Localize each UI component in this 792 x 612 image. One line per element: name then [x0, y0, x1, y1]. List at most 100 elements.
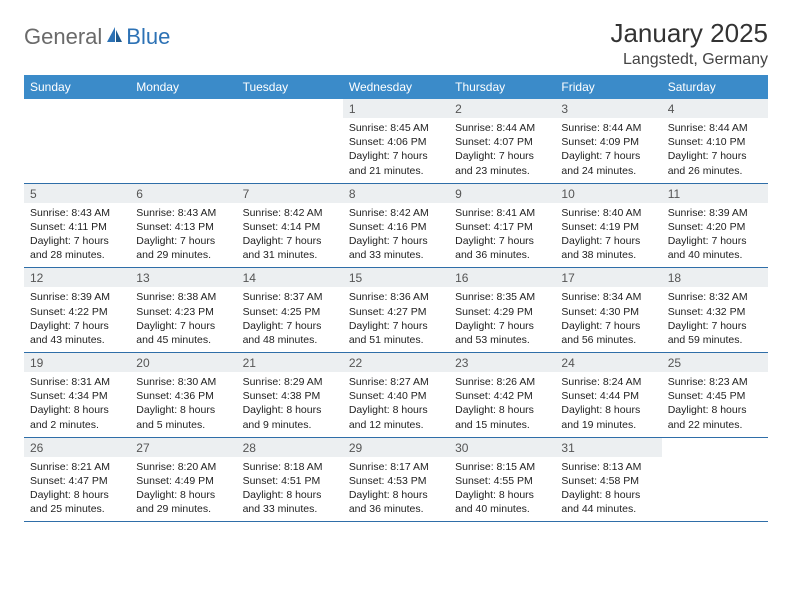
- sunrise-text: Sunrise: 8:41 AM: [455, 206, 549, 220]
- day-number: 20: [130, 353, 236, 372]
- month-title: January 2025: [610, 18, 768, 49]
- sunset-text: Sunset: 4:25 PM: [243, 305, 337, 319]
- daylight-text: Daylight: 7 hours and 56 minutes.: [561, 319, 655, 347]
- day-detail: Sunrise: 8:35 AMSunset: 4:29 PMDaylight:…: [449, 287, 555, 352]
- calendar-cell: 7Sunrise: 8:42 AMSunset: 4:14 PMDaylight…: [237, 183, 343, 268]
- day-number: 10: [555, 184, 661, 203]
- daylight-text: Daylight: 7 hours and 51 minutes.: [349, 319, 443, 347]
- sunrise-text: Sunrise: 8:43 AM: [30, 206, 124, 220]
- sunset-text: Sunset: 4:23 PM: [136, 305, 230, 319]
- day-detail: Sunrise: 8:15 AMSunset: 4:55 PMDaylight:…: [449, 457, 555, 522]
- calendar-cell: 14Sunrise: 8:37 AMSunset: 4:25 PMDayligh…: [237, 268, 343, 353]
- day-number: 24: [555, 353, 661, 372]
- calendar-cell: 31Sunrise: 8:13 AMSunset: 4:58 PMDayligh…: [555, 437, 661, 522]
- sunrise-text: Sunrise: 8:21 AM: [30, 460, 124, 474]
- day-header-tuesday: Tuesday: [237, 75, 343, 99]
- calendar-week: 26Sunrise: 8:21 AMSunset: 4:47 PMDayligh…: [24, 437, 768, 522]
- daylight-text: Daylight: 8 hours and 15 minutes.: [455, 403, 549, 431]
- day-number: 13: [130, 268, 236, 287]
- sunrise-text: Sunrise: 8:23 AM: [668, 375, 762, 389]
- day-header-wednesday: Wednesday: [343, 75, 449, 99]
- calendar-cell: 3Sunrise: 8:44 AMSunset: 4:09 PMDaylight…: [555, 99, 661, 183]
- sunrise-text: Sunrise: 8:15 AM: [455, 460, 549, 474]
- day-number: 26: [24, 438, 130, 457]
- daylight-text: Daylight: 7 hours and 45 minutes.: [136, 319, 230, 347]
- calendar-cell: 30Sunrise: 8:15 AMSunset: 4:55 PMDayligh…: [449, 437, 555, 522]
- sunrise-text: Sunrise: 8:44 AM: [455, 121, 549, 135]
- day-detail: Sunrise: 8:13 AMSunset: 4:58 PMDaylight:…: [555, 457, 661, 522]
- calendar-week: 19Sunrise: 8:31 AMSunset: 4:34 PMDayligh…: [24, 353, 768, 438]
- day-number: 27: [130, 438, 236, 457]
- day-number: 8: [343, 184, 449, 203]
- sunrise-text: Sunrise: 8:45 AM: [349, 121, 443, 135]
- daylight-text: Daylight: 7 hours and 40 minutes.: [668, 234, 762, 262]
- day-detail: Sunrise: 8:45 AMSunset: 4:06 PMDaylight:…: [343, 118, 449, 183]
- day-detail: Sunrise: 8:34 AMSunset: 4:30 PMDaylight:…: [555, 287, 661, 352]
- sunrise-text: Sunrise: 8:39 AM: [668, 206, 762, 220]
- day-detail: Sunrise: 8:37 AMSunset: 4:25 PMDaylight:…: [237, 287, 343, 352]
- sunset-text: Sunset: 4:20 PM: [668, 220, 762, 234]
- daylight-text: Daylight: 7 hours and 38 minutes.: [561, 234, 655, 262]
- sunrise-text: Sunrise: 8:44 AM: [561, 121, 655, 135]
- day-header-sunday: Sunday: [24, 75, 130, 99]
- sunset-text: Sunset: 4:14 PM: [243, 220, 337, 234]
- sunrise-text: Sunrise: 8:37 AM: [243, 290, 337, 304]
- sunset-text: Sunset: 4:34 PM: [30, 389, 124, 403]
- day-number: 9: [449, 184, 555, 203]
- sunrise-text: Sunrise: 8:40 AM: [561, 206, 655, 220]
- day-number: 19: [24, 353, 130, 372]
- day-detail: Sunrise: 8:44 AMSunset: 4:10 PMDaylight:…: [662, 118, 768, 183]
- daylight-text: Daylight: 7 hours and 31 minutes.: [243, 234, 337, 262]
- sunset-text: Sunset: 4:13 PM: [136, 220, 230, 234]
- daylight-text: Daylight: 8 hours and 19 minutes.: [561, 403, 655, 431]
- calendar-grid: SundayMondayTuesdayWednesdayThursdayFrid…: [24, 75, 768, 522]
- day-header-monday: Monday: [130, 75, 236, 99]
- sunset-text: Sunset: 4:10 PM: [668, 135, 762, 149]
- day-number: 3: [555, 99, 661, 118]
- calendar-cell: 22Sunrise: 8:27 AMSunset: 4:40 PMDayligh…: [343, 353, 449, 438]
- daylight-text: Daylight: 7 hours and 53 minutes.: [455, 319, 549, 347]
- calendar-page: General Blue January 2025 Langstedt, Ger…: [0, 0, 792, 532]
- calendar-cell: 20Sunrise: 8:30 AMSunset: 4:36 PMDayligh…: [130, 353, 236, 438]
- calendar-cell: 10Sunrise: 8:40 AMSunset: 4:19 PMDayligh…: [555, 183, 661, 268]
- day-detail: Sunrise: 8:20 AMSunset: 4:49 PMDaylight:…: [130, 457, 236, 522]
- day-detail: [130, 118, 236, 170]
- daylight-text: Daylight: 7 hours and 59 minutes.: [668, 319, 762, 347]
- daylight-text: Daylight: 7 hours and 23 minutes.: [455, 149, 549, 177]
- sunset-text: Sunset: 4:07 PM: [455, 135, 549, 149]
- sunrise-text: Sunrise: 8:30 AM: [136, 375, 230, 389]
- calendar-cell: 21Sunrise: 8:29 AMSunset: 4:38 PMDayligh…: [237, 353, 343, 438]
- sunset-text: Sunset: 4:42 PM: [455, 389, 549, 403]
- sunset-text: Sunset: 4:55 PM: [455, 474, 549, 488]
- day-number: 7: [237, 184, 343, 203]
- calendar-cell-empty: .: [24, 99, 130, 183]
- sunset-text: Sunset: 4:47 PM: [30, 474, 124, 488]
- day-header-thursday: Thursday: [449, 75, 555, 99]
- sunset-text: Sunset: 4:58 PM: [561, 474, 655, 488]
- daylight-text: Daylight: 7 hours and 21 minutes.: [349, 149, 443, 177]
- location: Langstedt, Germany: [610, 51, 768, 69]
- daylight-text: Daylight: 7 hours and 48 minutes.: [243, 319, 337, 347]
- calendar-cell-empty: .: [237, 99, 343, 183]
- sunset-text: Sunset: 4:36 PM: [136, 389, 230, 403]
- header: General Blue January 2025 Langstedt, Ger…: [24, 18, 768, 69]
- calendar-cell: 18Sunrise: 8:32 AMSunset: 4:32 PMDayligh…: [662, 268, 768, 353]
- day-number: 25: [662, 353, 768, 372]
- sunset-text: Sunset: 4:22 PM: [30, 305, 124, 319]
- calendar-body: ...1Sunrise: 8:45 AMSunset: 4:06 PMDayli…: [24, 99, 768, 522]
- calendar-week: ...1Sunrise: 8:45 AMSunset: 4:06 PMDayli…: [24, 99, 768, 183]
- sunrise-text: Sunrise: 8:20 AM: [136, 460, 230, 474]
- calendar-cell-empty: .: [662, 437, 768, 522]
- day-number: 28: [237, 438, 343, 457]
- sunset-text: Sunset: 4:09 PM: [561, 135, 655, 149]
- calendar-cell: 26Sunrise: 8:21 AMSunset: 4:47 PMDayligh…: [24, 437, 130, 522]
- day-number: 11: [662, 184, 768, 203]
- sunset-text: Sunset: 4:32 PM: [668, 305, 762, 319]
- calendar-cell: 6Sunrise: 8:43 AMSunset: 4:13 PMDaylight…: [130, 183, 236, 268]
- daylight-text: Daylight: 7 hours and 43 minutes.: [30, 319, 124, 347]
- day-detail: Sunrise: 8:43 AMSunset: 4:11 PMDaylight:…: [24, 203, 130, 268]
- day-detail: Sunrise: 8:44 AMSunset: 4:09 PMDaylight:…: [555, 118, 661, 183]
- day-detail: Sunrise: 8:44 AMSunset: 4:07 PMDaylight:…: [449, 118, 555, 183]
- logo: General Blue: [24, 18, 170, 50]
- sunrise-text: Sunrise: 8:18 AM: [243, 460, 337, 474]
